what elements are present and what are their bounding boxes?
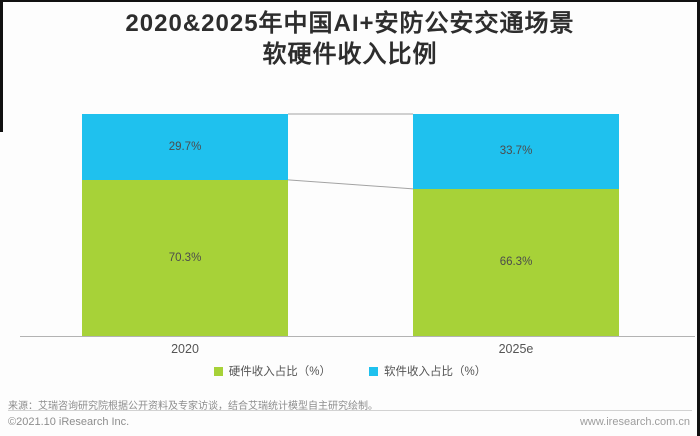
website-text: www.iresearch.com.cn bbox=[580, 416, 690, 428]
chart-title-line1: 2020&2025年中国AI+安防公安交通场景 bbox=[0, 8, 700, 39]
bar-2020-hardware-value-label: 70.3% bbox=[169, 252, 202, 264]
bar-2020-hardware-segment: 70.3% bbox=[82, 180, 288, 336]
legend-item-hardware: 硬件收入占比（%） bbox=[214, 363, 331, 379]
chart-title: 2020&2025年中国AI+安防公安交通场景 软硬件收入比例 bbox=[0, 8, 700, 70]
bar-2025e-software-value-label: 33.7% bbox=[500, 145, 533, 157]
chart-title-line2: 软硬件收入比例 bbox=[0, 39, 700, 70]
bar-2025e-software-segment: 33.7% bbox=[413, 114, 619, 189]
bar-2020: 29.7% 70.3% bbox=[82, 114, 288, 336]
bar-2020-software-value-label: 29.7% bbox=[169, 141, 202, 153]
copyright-text: ©2021.10 iResearch Inc. bbox=[8, 416, 129, 428]
connector-line-middle bbox=[288, 180, 413, 189]
hardware-legend-label: 硬件收入占比（%） bbox=[229, 363, 331, 379]
x-axis-label-2025e: 2025e bbox=[413, 342, 619, 356]
legend: 硬件收入占比（%） 软件收入占比（%） bbox=[0, 363, 700, 379]
x-axis-label-2020: 2020 bbox=[82, 342, 288, 356]
x-axis-line bbox=[20, 336, 695, 337]
bar-2025e-hardware-segment: 66.3% bbox=[413, 189, 619, 336]
legend-item-software: 软件收入占比（%） bbox=[369, 363, 486, 379]
footer-divider bbox=[8, 410, 692, 411]
bar-2020-software-segment: 29.7% bbox=[82, 114, 288, 180]
bar-2025e: 33.7% 66.3% bbox=[413, 114, 619, 336]
software-legend-label: 软件收入占比（%） bbox=[384, 363, 486, 379]
screenshot-top-border bbox=[0, 0, 700, 2]
hardware-legend-swatch-icon bbox=[214, 367, 223, 376]
iresearch-chart-figure: 2020&2025年中国AI+安防公安交通场景 软硬件收入比例 29.7% 70… bbox=[0, 0, 700, 436]
software-legend-swatch-icon bbox=[369, 367, 378, 376]
bar-2025e-hardware-value-label: 66.3% bbox=[500, 256, 533, 268]
